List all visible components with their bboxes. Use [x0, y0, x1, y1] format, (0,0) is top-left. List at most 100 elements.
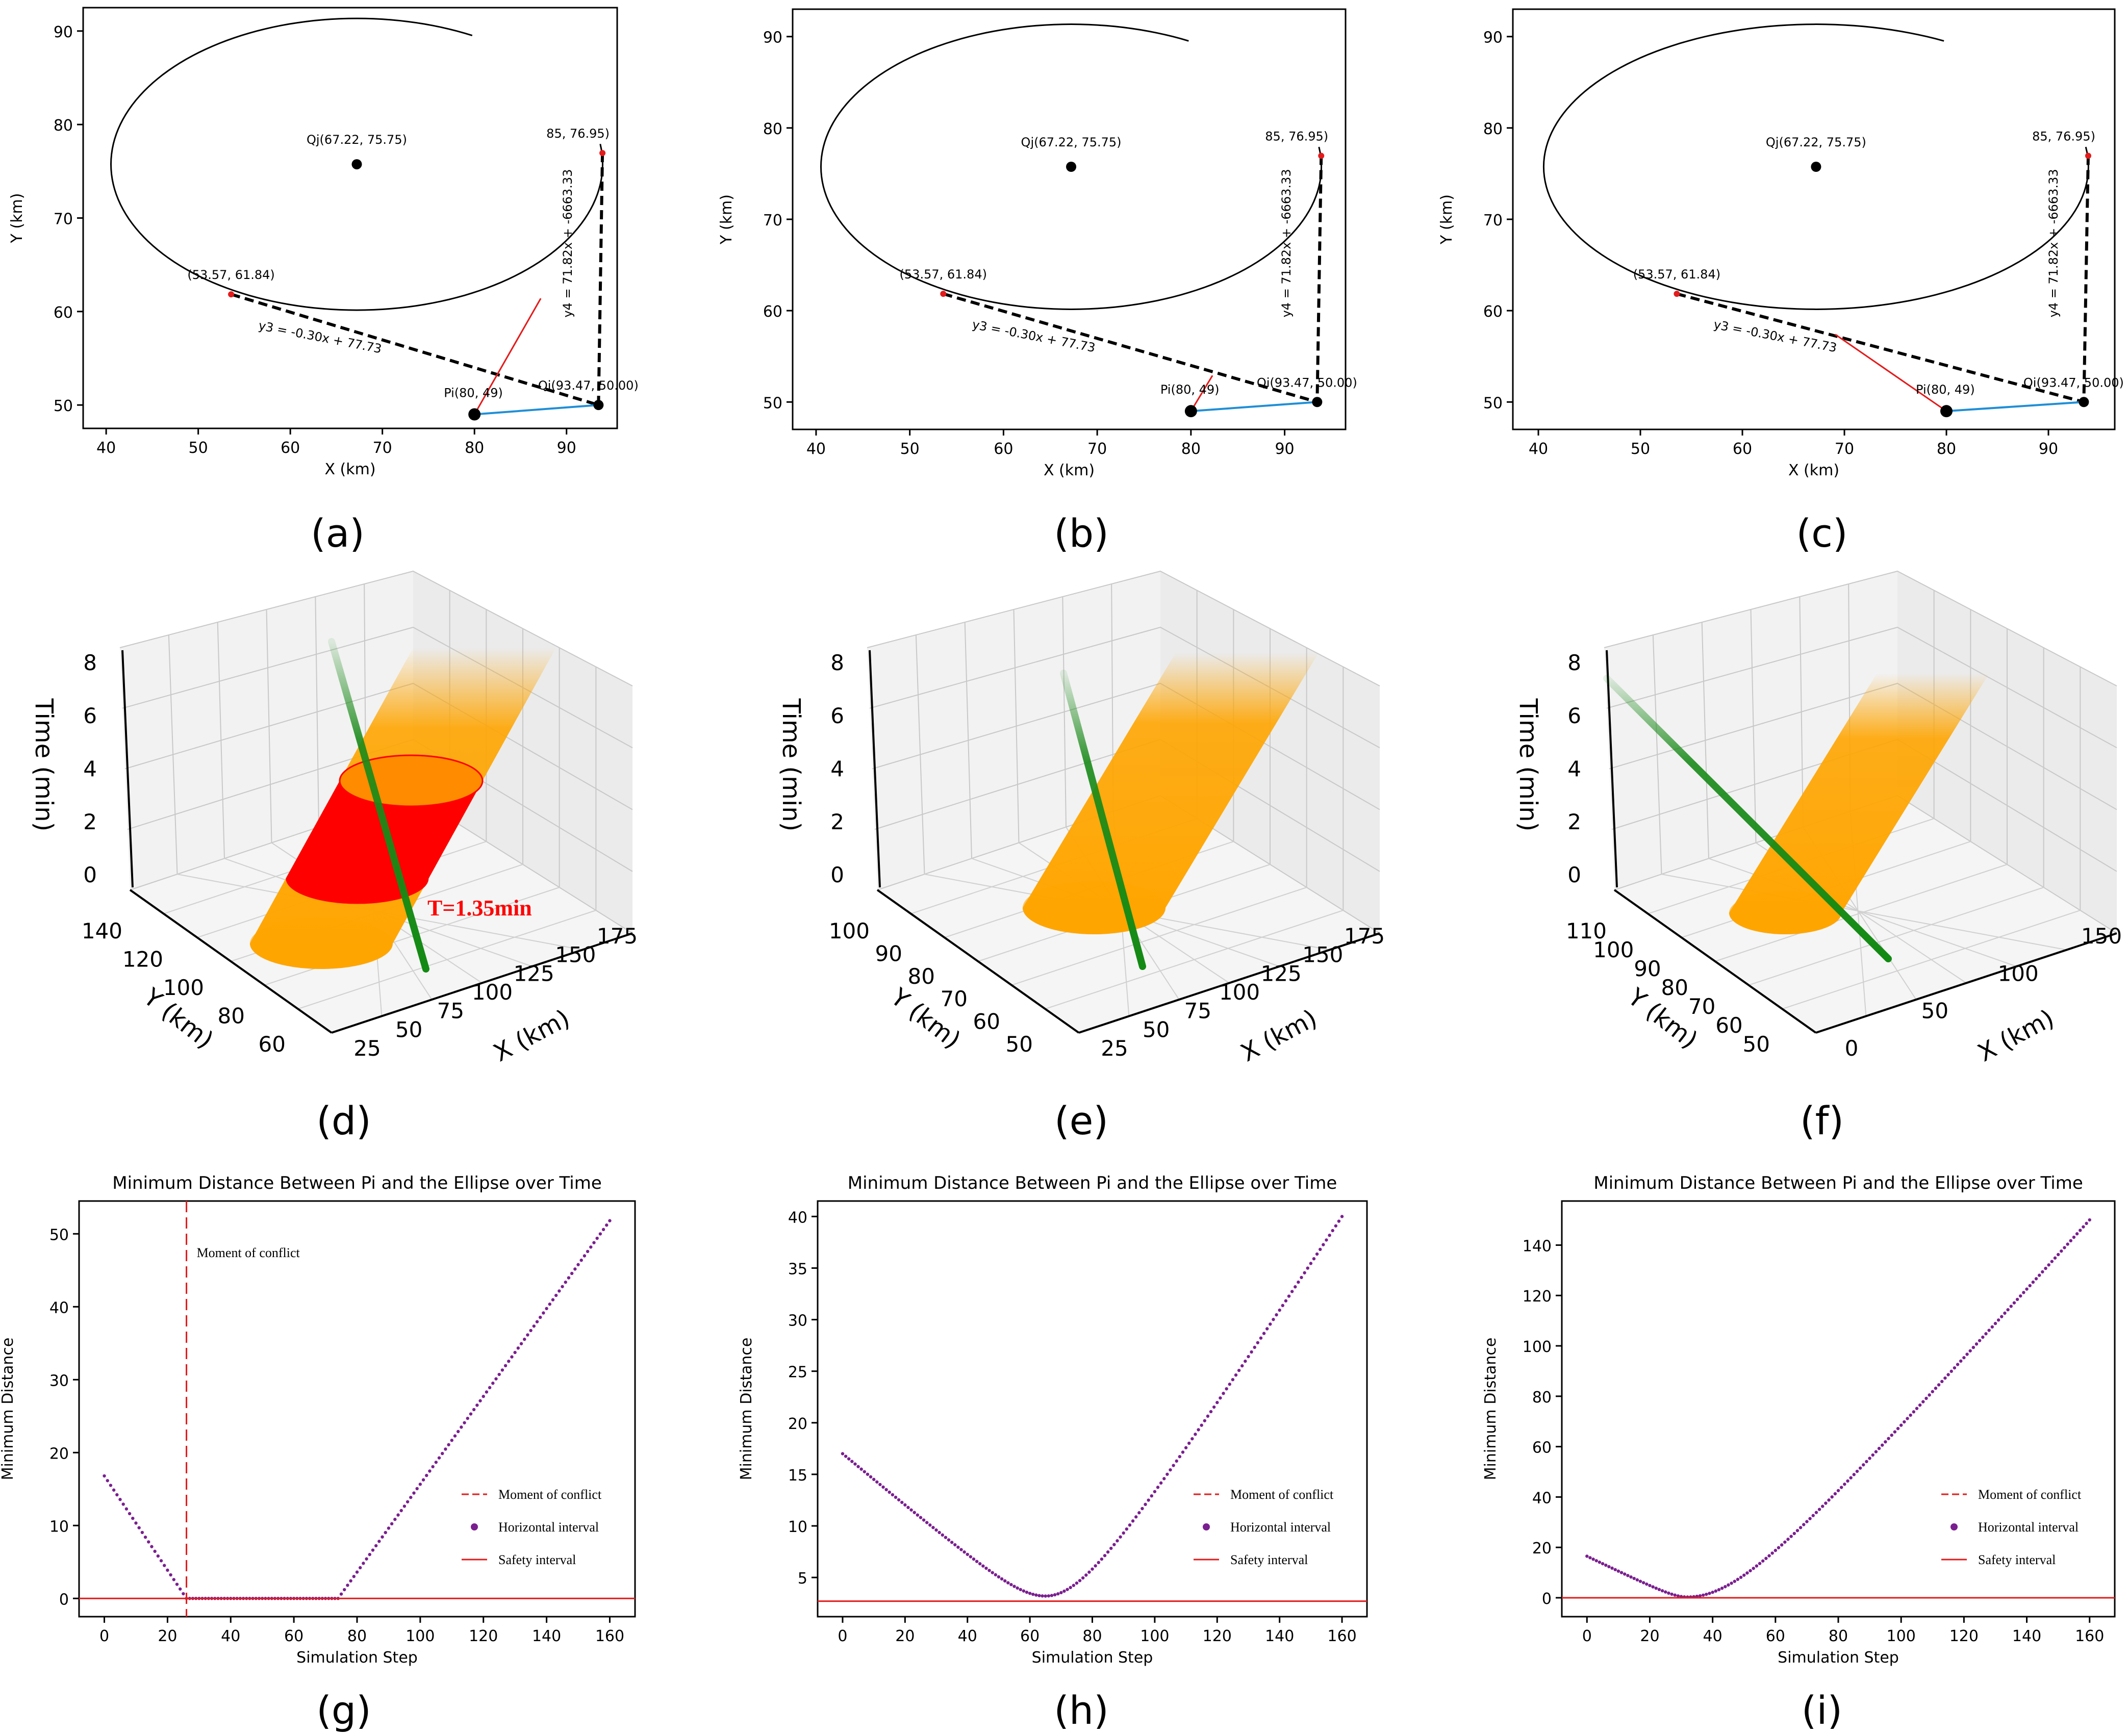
chart-title: Minimum Distance Between Pi and the Elli… — [848, 1173, 1337, 1193]
x-tick-label: 140 — [1265, 1627, 1294, 1645]
legend: Moment of conflict Horizontal interval Saf… — [1941, 1487, 2082, 1567]
distance-point — [1733, 1579, 1736, 1583]
distance-point — [1340, 1215, 1344, 1218]
distance-point — [362, 1562, 365, 1565]
distance-point — [1758, 1562, 1762, 1565]
distance-point — [1795, 1528, 1800, 1533]
panel-label-i: (i) — [1802, 1688, 1842, 1733]
distance-point — [1909, 1413, 1912, 1417]
distance-point — [1651, 1585, 1655, 1589]
distance-point — [1166, 1472, 1169, 1476]
distance-point — [1016, 1586, 1019, 1590]
distance-point — [1937, 1383, 1941, 1387]
distance-point — [1836, 1489, 1840, 1492]
distance-point — [460, 1425, 463, 1429]
distance-point — [1610, 1566, 1614, 1570]
distance-point — [1231, 1377, 1235, 1382]
distance-point — [991, 1571, 994, 1574]
distance-point — [2000, 1315, 2004, 1318]
distance-point — [1147, 1498, 1150, 1502]
uav-trajectory — [1603, 675, 1892, 962]
cylinder-base — [250, 918, 393, 969]
distance-point — [1833, 1492, 1837, 1496]
distance-point — [1284, 1299, 1288, 1303]
distance-point — [1789, 1535, 1793, 1538]
label-qj: Qj(67.22, 75.75) — [307, 133, 407, 147]
distance-point — [1660, 1589, 1664, 1593]
distance-point — [497, 1372, 501, 1376]
distance-point — [1206, 1414, 1210, 1418]
x-axis-label: X (km) — [324, 461, 375, 478]
distance-point — [1928, 1393, 1931, 1397]
distance-point — [2003, 1311, 2007, 1315]
distance-point — [997, 1575, 1001, 1579]
distance-point — [1629, 1575, 1633, 1579]
panel-label-b: (b) — [1054, 510, 1109, 556]
distance-point — [1194, 1433, 1197, 1436]
distance-point — [1924, 1396, 1928, 1400]
x-tick-label: 90 — [2039, 440, 2058, 458]
distance-point — [128, 1512, 132, 1516]
distance-point — [466, 1416, 469, 1420]
x-tick-label: 90 — [1275, 440, 1294, 458]
distance-point — [962, 1550, 966, 1554]
distance-point — [1066, 1588, 1069, 1591]
distance-point — [847, 1457, 851, 1461]
conflict-segment-top — [339, 754, 484, 807]
distance-point — [172, 1578, 175, 1581]
x-tick-label: 125 — [1261, 961, 1302, 986]
distance-point — [507, 1359, 511, 1363]
x-axis-label: X (km) — [1236, 1004, 1322, 1068]
x-tick-label: 40 — [1703, 1627, 1722, 1645]
panel-i: 0 20 40 60 80 100 120 140 160 0 20 40 60 80 100 120 140 S… — [1482, 1173, 2116, 1667]
distance-point — [1915, 1407, 1919, 1410]
distance-point — [900, 1500, 904, 1504]
panel-a: 40 50 60 70 80 90 50 60 70 80 90 X (km) Y (km) Pi(80,… — [8, 7, 639, 478]
y-gridline-back — [1062, 596, 1067, 827]
distance-point — [1215, 1400, 1219, 1405]
x-tick-label: 0 — [838, 1627, 847, 1645]
floor-gridline-a — [1045, 910, 1344, 1010]
distance-point — [888, 1490, 891, 1494]
distance-point — [975, 1560, 979, 1563]
distance-point — [1234, 1373, 1238, 1377]
distance-point — [1237, 1368, 1241, 1372]
distance-point — [875, 1480, 879, 1484]
distance-point — [1334, 1224, 1338, 1228]
legend-label-conflict: Moment of conflict — [498, 1487, 602, 1502]
distance-point — [981, 1564, 985, 1568]
conflict-ellipse — [820, 23, 1323, 310]
distance-point — [1641, 1581, 1645, 1585]
x-axis-label: Simulation Step — [296, 1649, 418, 1667]
y-tick-label: 60 — [973, 1009, 1000, 1034]
distance-point — [1632, 1576, 1636, 1580]
x-tick-label: 60 — [1766, 1627, 1785, 1645]
z-tick-label: 6 — [830, 703, 844, 728]
distance-point — [1934, 1386, 1938, 1390]
distance-point — [428, 1469, 432, 1473]
distance-point — [124, 1507, 129, 1511]
distance-point — [526, 1333, 529, 1337]
y-tick-label: 90 — [875, 941, 902, 966]
legend-swatch-horizontal — [1950, 1523, 1958, 1530]
distance-point — [519, 1342, 523, 1345]
distance-point — [1705, 1592, 1708, 1596]
distance-point — [1278, 1308, 1281, 1312]
distance-point — [1965, 1352, 1969, 1356]
distance-point — [1906, 1417, 1909, 1420]
distance-point — [1041, 1594, 1044, 1598]
y-tick-label: 140 — [82, 918, 122, 943]
distance-point — [1798, 1526, 1803, 1529]
legend-label-horizontal: Horizontal interval — [1978, 1520, 2079, 1535]
distance-point — [1761, 1559, 1765, 1563]
distance-point — [1868, 1457, 1871, 1460]
distance-point — [1112, 1543, 1116, 1546]
y-tick-label: 20 — [788, 1415, 807, 1433]
distance-point — [1272, 1318, 1275, 1321]
label-t4: 85, 76.95) — [546, 126, 610, 141]
distance-point — [1256, 1341, 1260, 1344]
y-tick-label: 5 — [798, 1570, 807, 1588]
distance-point — [950, 1541, 954, 1544]
